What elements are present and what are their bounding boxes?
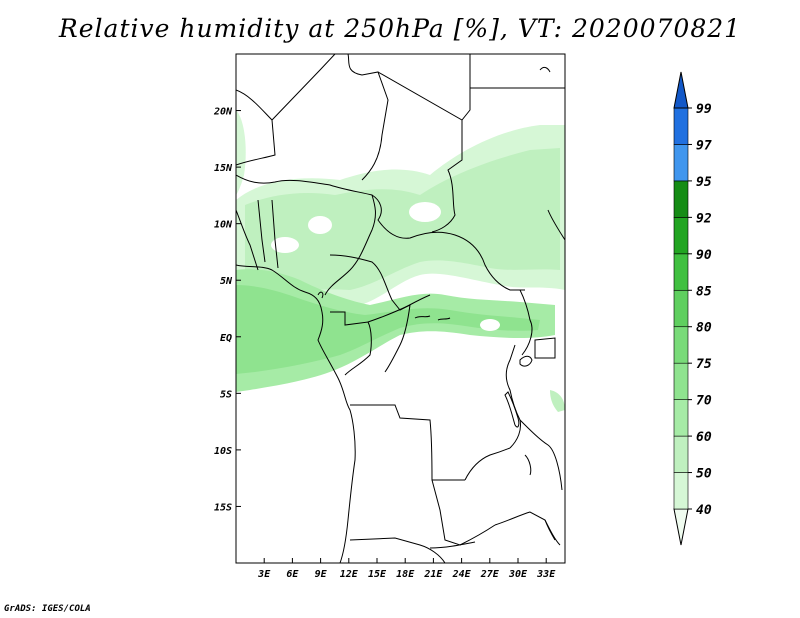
humidity-area-coast-inner <box>236 285 540 374</box>
colorbar-level-label: 75 <box>696 357 712 372</box>
humidity-dry-spot-3 <box>480 319 500 331</box>
colorbar-swatch <box>673 399 689 437</box>
colorbar-swatch <box>673 435 689 473</box>
lat-tick-label: 10S <box>214 446 232 457</box>
lon-tick-label: 24E <box>452 569 472 580</box>
colorbar-level-label: 60 <box>696 430 712 445</box>
lon-tick-label: 18E <box>396 569 415 580</box>
map-title: Relative humidity at 250hPa [%], VT: 202… <box>58 14 742 43</box>
colorbar-swatch <box>673 472 689 510</box>
lon-tick-label: 30E <box>508 569 528 580</box>
colorbar-level-label: 70 <box>696 394 712 409</box>
colorbar-swatch <box>673 144 689 182</box>
colorbar-level-label: 95 <box>696 175 712 190</box>
longitude-ticks: 3E 6E 9E 12E 15E 18E 21E 24E 27E 30E 33E <box>257 558 556 580</box>
colorbar-swatch <box>673 362 689 400</box>
colorbar-level-label: 80 <box>696 321 712 336</box>
coastline-west-africa <box>236 264 356 563</box>
humidity-patch-east <box>550 390 565 412</box>
colorbar-swatch <box>673 326 689 364</box>
colorbar-bottom-arrow <box>673 508 689 546</box>
humidity-dry-spot-2 <box>308 216 332 234</box>
lat-tick-label: 5N <box>220 276 233 287</box>
lat-tick-label: 15S <box>214 502 232 513</box>
colorbar-level-label: 97 <box>696 138 712 153</box>
map-frame <box>235 53 566 564</box>
colorbar-swatch <box>673 107 689 145</box>
humidity-dry-spot-1 <box>409 202 441 222</box>
humidity-area-sahel-inner <box>245 148 560 290</box>
humidity-dry-spot-4 <box>271 237 299 253</box>
lat-tick-label: 20N <box>213 107 233 118</box>
grads-credit: GrADS: IGES/COLA <box>4 604 91 614</box>
lat-tick-label: 10N <box>214 220 233 231</box>
lon-tick-label: 9E <box>315 569 328 580</box>
lat-tick-label: EQ <box>220 333 232 344</box>
lon-tick-label: 15E <box>368 569 387 580</box>
colorbar-swatch <box>673 289 689 328</box>
lon-tick-label: 12E <box>340 569 359 580</box>
lon-tick-label: 27E <box>480 569 500 580</box>
country-borders <box>236 54 565 563</box>
colorbar-level-label: 40 <box>696 503 712 518</box>
latitude-ticks: 20N 15N 10N 5N EQ 5S 10S 15S <box>213 107 241 513</box>
colorbar-level-label: 99 <box>696 102 712 117</box>
lon-tick-label: 21E <box>423 569 443 580</box>
lat-tick-label: 5S <box>220 389 232 400</box>
lon-tick-label: 3E <box>257 569 271 580</box>
colorbar-swatch <box>673 253 689 291</box>
colorbar-level-label: 85 <box>696 284 712 299</box>
colorbar-level-label: 92 <box>696 211 712 226</box>
colorbar-swatch <box>673 217 689 255</box>
colorbar-top-arrow <box>673 71 689 109</box>
humidity-area-coast <box>236 269 555 392</box>
lon-tick-label: 6E <box>286 569 299 580</box>
humidity-patch-west <box>236 110 246 195</box>
colorbar-swatch <box>673 180 689 218</box>
lat-tick-label: 15N <box>214 163 233 174</box>
humidity-shading <box>236 110 565 412</box>
lon-tick-label: 33E <box>536 569 556 580</box>
colorbar: 40 50 60 70 75 80 85 90 92 95 97 99 <box>673 71 712 546</box>
colorbar-level-label: 90 <box>696 248 712 263</box>
colorbar-level-label: 50 <box>696 467 712 482</box>
